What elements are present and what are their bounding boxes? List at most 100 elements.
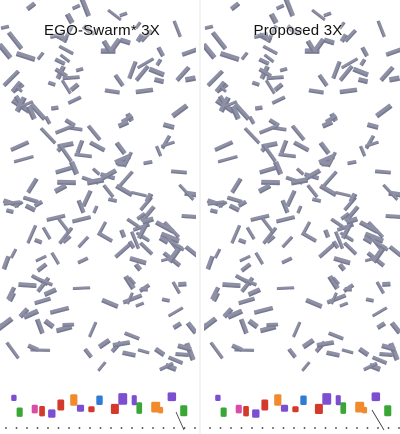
panel-proposed: Proposed 3X: [204, 0, 400, 434]
obstacle: [388, 75, 400, 83]
drone-marker: [167, 392, 177, 402]
obstacle: [62, 75, 80, 81]
drone-marker: [158, 406, 164, 414]
obstacle: [175, 66, 191, 83]
obstacle: [210, 31, 228, 51]
drone-marker: [39, 406, 45, 417]
obstacle: [185, 321, 196, 335]
obstacle: [348, 192, 358, 204]
obstacle: [98, 338, 111, 350]
ground-dot: [15, 427, 18, 429]
obstacle: [76, 199, 86, 214]
obstacle: [97, 361, 107, 372]
obstacle: [62, 235, 72, 244]
obstacle: [141, 235, 150, 242]
obstacle: [266, 75, 284, 81]
obstacle: [26, 105, 37, 121]
obstacle: [114, 242, 132, 259]
obstacle: [62, 24, 74, 44]
drone-marker: [180, 405, 188, 417]
ground-dot: [230, 427, 232, 429]
obstacle: [49, 31, 65, 40]
obstacle: [5, 341, 20, 360]
obstacle: [130, 231, 141, 250]
obstacle: [54, 57, 66, 66]
obstacle: [322, 170, 338, 187]
obstacle: [321, 161, 330, 167]
obstacle: [259, 124, 278, 135]
obstacle: [214, 248, 222, 259]
panel-divider: [199, 0, 201, 434]
obstacle: [36, 262, 48, 273]
obstacle: [243, 127, 261, 145]
obstacle: [154, 220, 175, 234]
drone-marker: [57, 399, 65, 411]
obstacle: [250, 213, 270, 222]
obstacle: [217, 155, 238, 164]
obstacle: [209, 208, 218, 215]
obstacle: [72, 286, 91, 290]
obstacle: [230, 1, 241, 12]
scene-proposed: [204, 0, 400, 431]
obstacle: [26, 177, 39, 194]
obstacle: [261, 217, 275, 234]
obstacle: [15, 86, 23, 93]
obstacle: [258, 183, 272, 194]
obstacle: [60, 79, 72, 95]
obstacle: [311, 9, 326, 22]
obstacle: [172, 321, 183, 330]
ground-dot: [261, 427, 264, 429]
obstacle: [77, 235, 90, 249]
obstacle: [388, 245, 400, 258]
obstacle: [156, 46, 165, 58]
obstacle: [237, 200, 248, 208]
obstacle: [230, 177, 243, 194]
obstacle: [184, 75, 196, 83]
obstacle: [127, 276, 136, 286]
ground-dot: [240, 427, 243, 429]
obstacle: [227, 308, 244, 320]
obstacle: [136, 212, 147, 221]
obstacle: [374, 169, 391, 175]
obstacle: [343, 241, 358, 256]
obstacle: [331, 240, 340, 250]
obstacle: [55, 124, 74, 135]
obstacle: [134, 21, 142, 30]
obstacle: [375, 241, 389, 252]
obstacle: [86, 177, 105, 186]
ground-dot: [377, 427, 379, 429]
obstacle: [10, 140, 30, 152]
drone-marker: [118, 393, 128, 405]
ground-dot: [194, 427, 196, 429]
obstacle: [211, 292, 220, 303]
obstacle: [184, 245, 196, 258]
obstacle: [177, 343, 192, 352]
obstacle: [323, 37, 335, 46]
obstacle: [101, 298, 119, 309]
obstacle: [338, 21, 346, 30]
obstacle: [253, 31, 269, 40]
obstacle: [44, 115, 52, 125]
obstacle: [247, 318, 259, 330]
ground-dot: [324, 427, 327, 429]
obstacle: [385, 46, 400, 57]
obstacle: [54, 67, 68, 79]
ground-dot: [110, 427, 112, 429]
obstacle: [385, 213, 400, 220]
obstacle: [160, 140, 176, 148]
obstacle: [295, 28, 304, 36]
obstacle: [122, 350, 136, 358]
obstacle: [137, 57, 155, 70]
obstacle: [237, 275, 257, 287]
obstacle: [306, 184, 319, 199]
obstacle: [233, 102, 251, 121]
obstacle: [0, 316, 14, 333]
ground-dot: [5, 427, 7, 429]
obstacle: [206, 69, 224, 88]
obstacle: [239, 254, 251, 263]
obstacle: [10, 248, 18, 259]
obstacle: [381, 343, 396, 352]
trajectory-line: [175, 411, 185, 431]
ground-dot: [303, 427, 306, 429]
obstacle: [389, 321, 400, 335]
